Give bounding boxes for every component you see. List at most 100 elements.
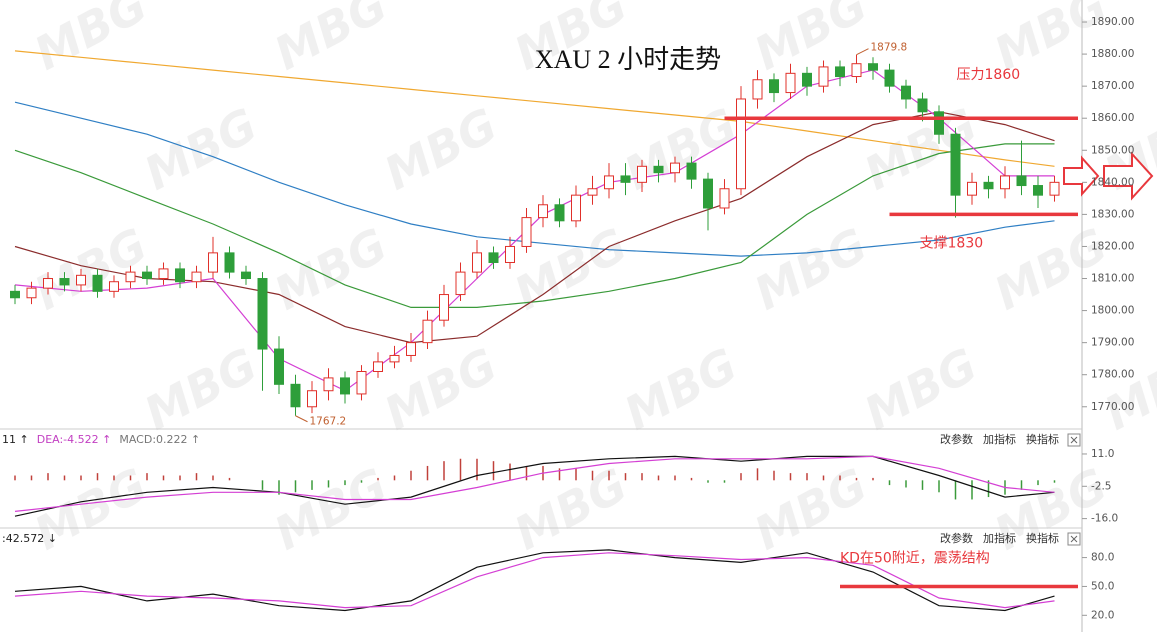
y-tick-label: 1790.00 — [1091, 337, 1134, 349]
y-tick-label: 1770.00 — [1091, 401, 1134, 413]
candle-body — [851, 63, 862, 78]
candle-body — [439, 294, 449, 321]
toolbar-button[interactable]: 换指标 — [1026, 531, 1059, 545]
toolbar-button[interactable]: 加指标 — [983, 432, 1016, 446]
close-icon — [1070, 535, 1078, 543]
y-tick-label: 50.0 — [1091, 580, 1114, 592]
indicator-line — [14, 549, 1055, 612]
candle-body — [835, 66, 845, 78]
annotation-pointer — [856, 48, 869, 56]
candle-body — [620, 175, 631, 183]
candle-body — [934, 111, 944, 135]
candle-body — [587, 188, 598, 196]
candle-body — [59, 278, 70, 286]
indicator-line — [14, 101, 1055, 257]
candle-body — [488, 252, 499, 263]
close-icon — [1070, 436, 1078, 444]
level-label: 支撑1830 — [920, 235, 984, 251]
candle-body — [637, 165, 647, 183]
annotation: 1767.2 — [310, 416, 347, 428]
candle-body — [983, 181, 994, 190]
candle-body — [719, 188, 730, 209]
candle-body — [92, 274, 103, 292]
y-tick-label: 1800.00 — [1091, 305, 1134, 317]
candle-body — [472, 252, 482, 273]
candle-body — [686, 162, 697, 180]
candle-body — [818, 66, 829, 87]
candle-body — [274, 348, 284, 385]
candle-body — [125, 271, 136, 283]
y-tick-label: 1810.00 — [1091, 273, 1134, 285]
y-tick-label: -2.5 — [1091, 480, 1112, 492]
y-tick-label: 1890.00 — [1091, 16, 1134, 28]
indicator-header: 11 ↑ — [2, 433, 29, 446]
candle-body — [604, 175, 614, 190]
y-tick-label: 20.0 — [1091, 609, 1114, 621]
candle-body — [142, 271, 152, 280]
chart-title: XAU 2 小时走势 — [535, 45, 721, 74]
candle-body — [257, 278, 268, 350]
candle-body — [571, 194, 581, 222]
candle-body — [950, 133, 961, 196]
candle-body — [736, 98, 746, 190]
y-tick-label: 1780.00 — [1091, 369, 1134, 381]
annotation-pointer — [295, 415, 308, 423]
candle-body — [158, 268, 169, 280]
candle-body — [521, 217, 532, 247]
candle-body — [868, 63, 878, 71]
indicator-line — [14, 50, 1055, 167]
candle-body — [191, 271, 202, 283]
y-tick-label: 1870.00 — [1091, 80, 1134, 92]
candle-body — [769, 79, 779, 94]
toolbar-button[interactable]: 加指标 — [983, 531, 1016, 545]
toolbar-button[interactable]: 改参数 — [940, 531, 973, 545]
candle-body — [538, 204, 548, 219]
arrow-icon — [1103, 151, 1154, 201]
candle-body — [455, 271, 466, 296]
toolbar-button[interactable]: 改参数 — [940, 432, 973, 446]
candle-body — [802, 72, 812, 87]
candle-body — [884, 69, 895, 87]
y-tick-label: 11.0 — [1091, 448, 1114, 460]
candle-body — [389, 354, 400, 363]
y-tick-label: 1860.00 — [1091, 112, 1134, 124]
candle-body — [505, 245, 515, 263]
candle-body — [422, 319, 433, 344]
candle-body — [373, 361, 383, 372]
close-button[interactable] — [1067, 433, 1081, 447]
candle-body — [43, 278, 53, 289]
level-label: 压力1860 — [957, 67, 1021, 83]
indicator-header: DEA:-4.522 ↑ — [37, 433, 112, 446]
candle-body — [241, 271, 251, 280]
candle-body — [752, 79, 763, 100]
y-tick-label: 1830.00 — [1091, 208, 1134, 220]
toolbar-button[interactable]: 换指标 — [1026, 432, 1059, 446]
y-tick-label: 1880.00 — [1091, 48, 1134, 60]
candle-body — [917, 98, 928, 113]
arrow-icon — [1063, 155, 1100, 197]
candle-body — [1033, 185, 1043, 196]
y-tick-label: -16.0 — [1091, 513, 1118, 525]
indicator-line — [14, 455, 1055, 517]
candle-body — [76, 274, 86, 286]
candle-body — [901, 85, 911, 100]
candle-body — [290, 383, 301, 408]
candle-body — [10, 290, 20, 299]
annotation: 1879.8 — [871, 42, 908, 54]
candle-body — [109, 281, 119, 292]
candle-body — [785, 72, 796, 94]
candle-body — [26, 287, 37, 299]
indicator-header: MACD:0.222 ↑ — [119, 433, 200, 446]
y-tick-label: 1840.00 — [1091, 176, 1134, 188]
candle-body — [554, 204, 565, 222]
close-button[interactable] — [1067, 532, 1081, 546]
candle-body — [323, 377, 334, 392]
indicator-line — [14, 455, 1055, 512]
candle-body — [340, 377, 350, 395]
y-tick-label: 80.0 — [1091, 552, 1114, 564]
candle-body — [307, 390, 317, 408]
indicator-line — [14, 552, 1055, 609]
level-label: KD在50附近，震荡结构 — [840, 550, 990, 566]
indicator-header: :42.572 ↓ — [2, 532, 57, 545]
